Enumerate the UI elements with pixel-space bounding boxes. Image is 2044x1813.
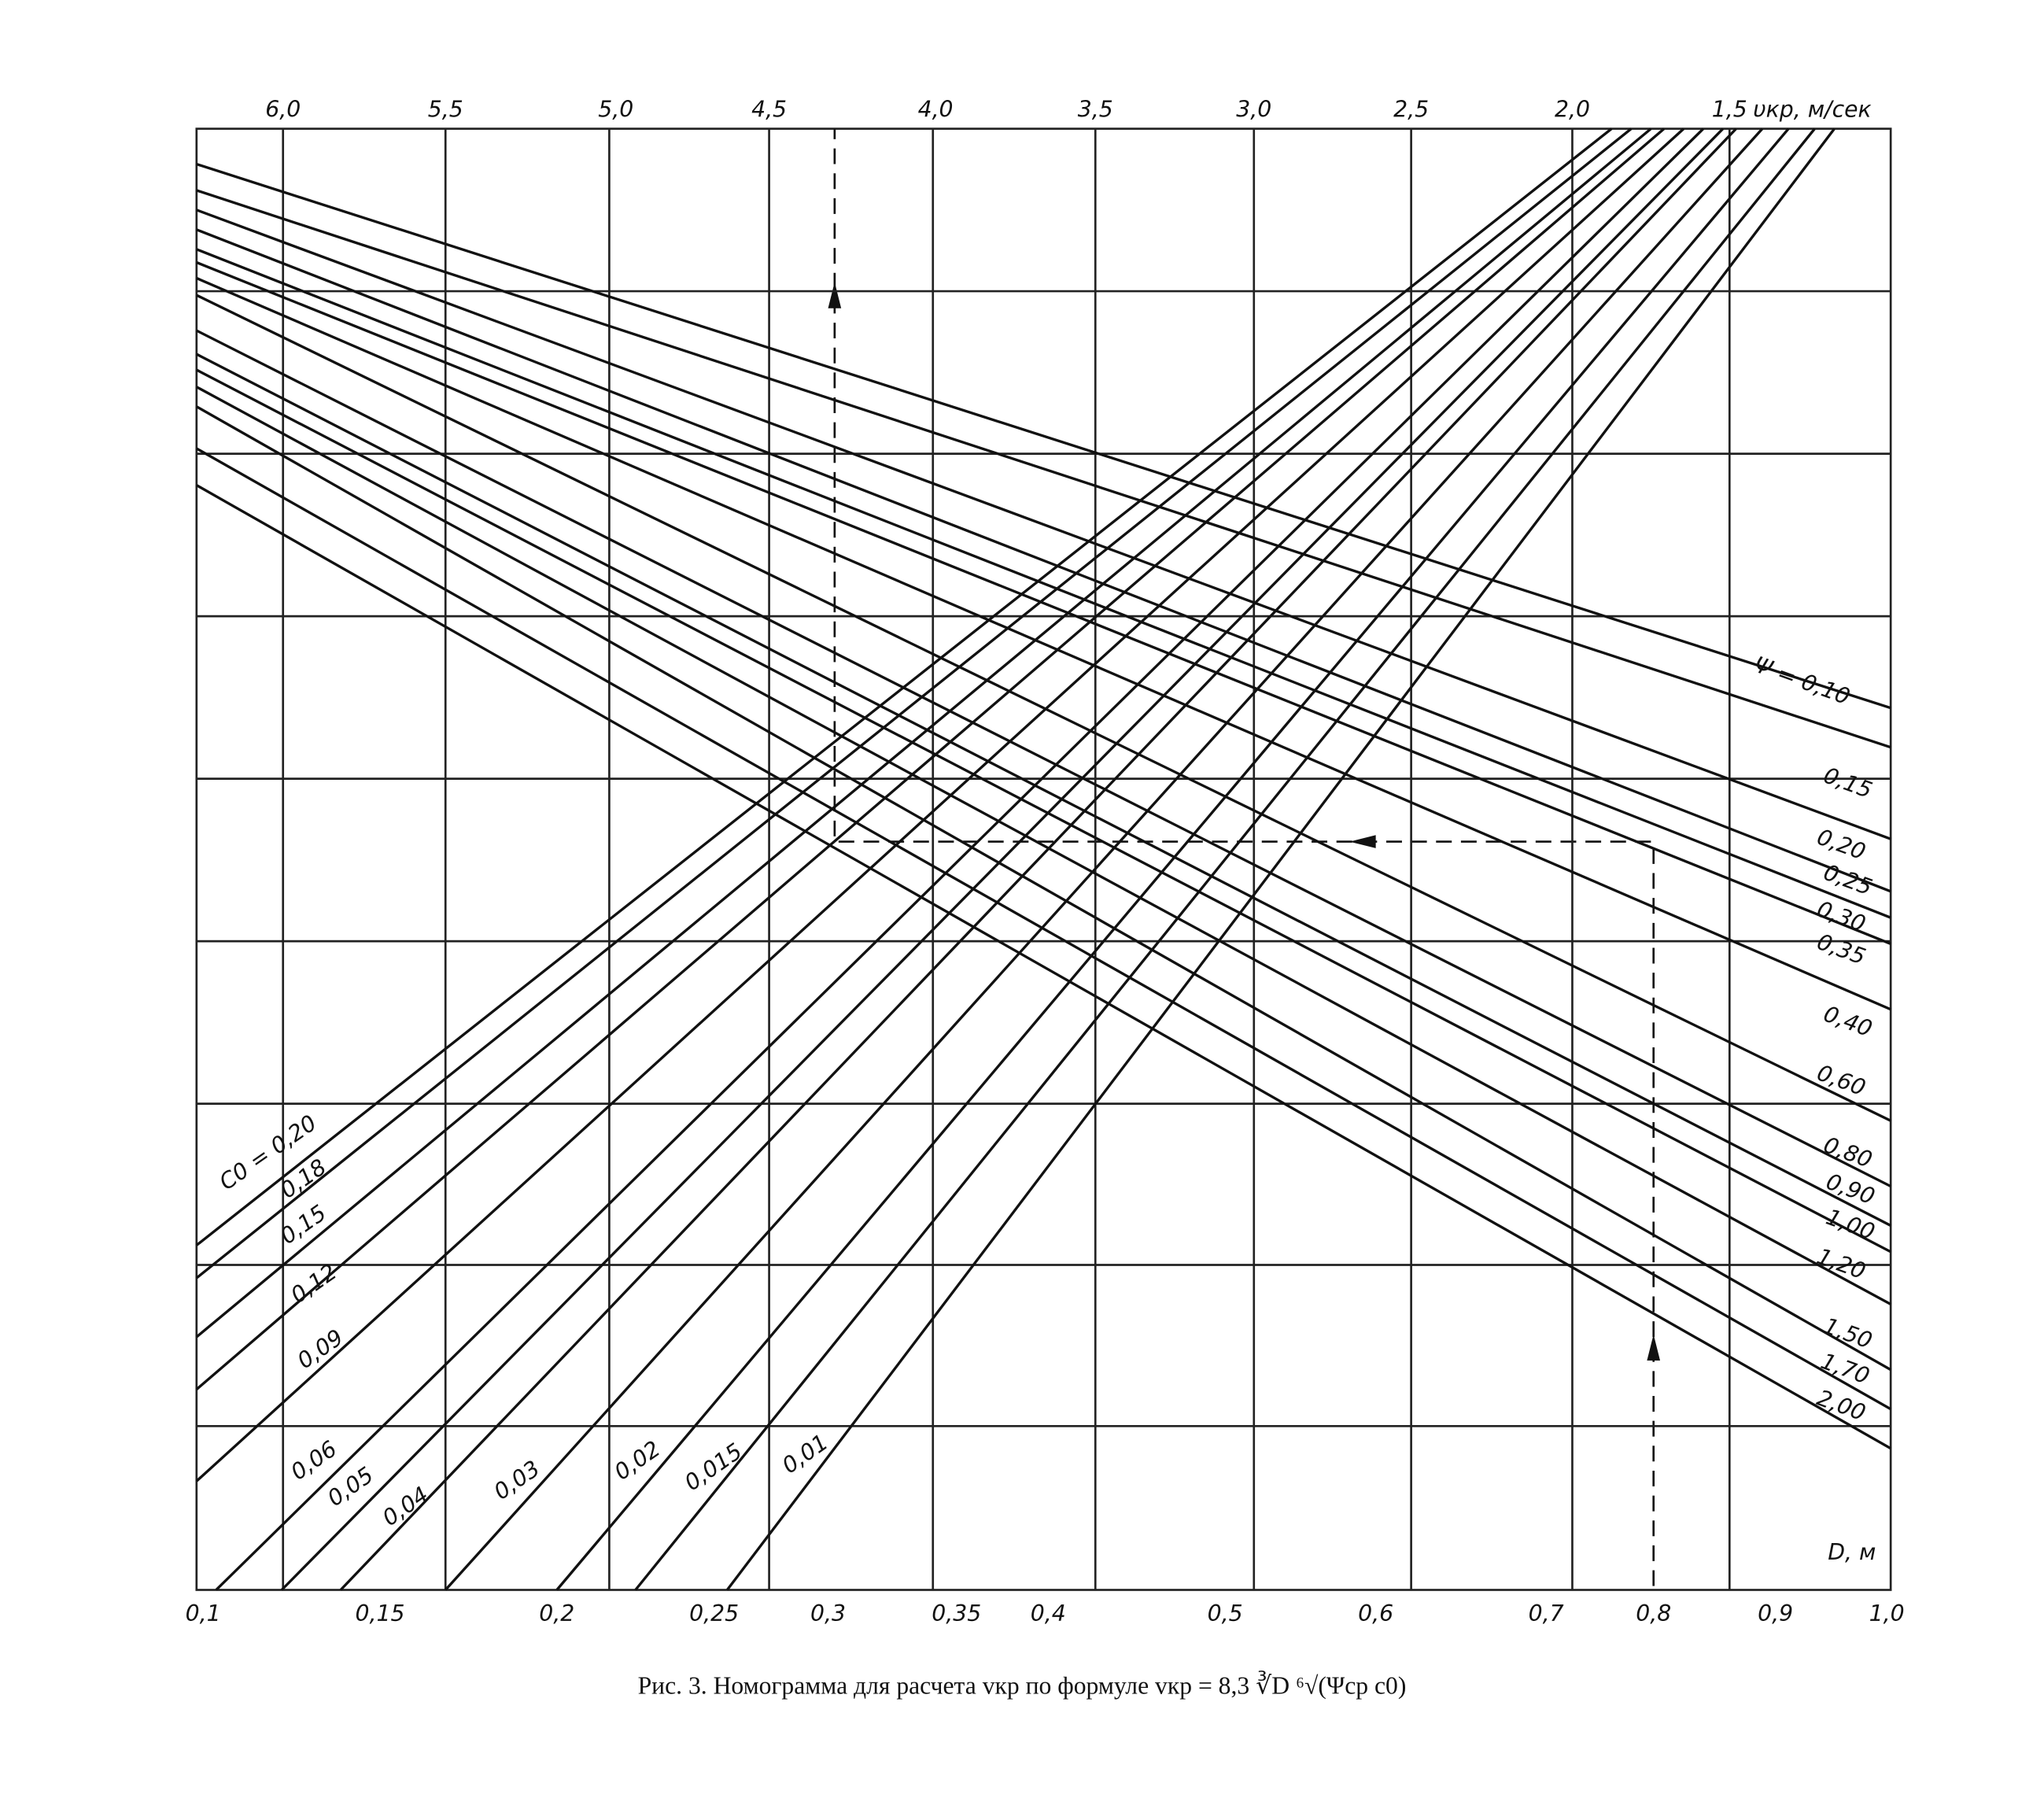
c0-label: 0,05 — [323, 1462, 378, 1512]
psi-label: 0,40 — [1820, 1001, 1876, 1043]
bottom-tick-label: 1,0 — [1869, 1601, 1905, 1627]
top-tick-label: 3,5 — [1078, 96, 1113, 122]
c0-line — [555, 127, 1790, 1591]
c0-label: 0,02 — [610, 1435, 666, 1485]
c0-line — [444, 127, 1764, 1591]
bottom-tick-label: 0,8 — [1636, 1601, 1671, 1627]
c0-label: 0,03 — [489, 1455, 545, 1505]
psi-line — [196, 276, 1891, 1011]
psi-line — [196, 329, 1891, 1188]
psi-line — [196, 260, 1891, 946]
psi-line — [196, 386, 1891, 1305]
c0-line — [339, 127, 1737, 1591]
d-axis-title: D, м — [1828, 1539, 1876, 1565]
v-axis-title: υкр, м/сек — [1753, 96, 1871, 122]
c0-label: 0,015 — [680, 1438, 747, 1497]
c0-line — [195, 127, 1666, 1390]
top-tick-label: 2,5 — [1393, 96, 1429, 122]
bottom-tick-label: 0,15 — [355, 1601, 404, 1627]
bottom-tick-label: 0,9 — [1758, 1601, 1793, 1627]
c0-label: 0,06 — [286, 1435, 342, 1485]
bottom-tick-label: 0,2 — [539, 1601, 574, 1627]
psi-label: 1,00 — [1823, 1204, 1879, 1246]
psi-line — [195, 484, 1891, 1450]
psi-line — [195, 447, 1891, 1411]
psi-label: 0,80 — [1820, 1132, 1876, 1173]
bottom-tick-label: 0,35 — [932, 1601, 981, 1627]
psi-label: 0,20 — [1813, 824, 1869, 866]
psi-line — [196, 162, 1891, 710]
c0-line — [215, 127, 1705, 1591]
psi-line — [196, 368, 1891, 1254]
c0-label: 0,01 — [777, 1429, 833, 1479]
psi-line — [196, 248, 1891, 919]
top-tick-label: 2,0 — [1555, 96, 1590, 122]
c0-label: 0,12 — [286, 1259, 342, 1309]
top-tick-label: 3,0 — [1236, 96, 1271, 122]
bottom-tick-label: 0,1 — [186, 1601, 221, 1627]
top-tick-label: 5,0 — [598, 96, 633, 122]
bottom-tick-label: 0,7 — [1529, 1601, 1564, 1627]
psi-line — [196, 294, 1891, 1122]
c0-line — [280, 127, 1725, 1591]
psi-label: 1,50 — [1820, 1313, 1876, 1354]
arrows — [828, 282, 1661, 1361]
psi-line — [196, 353, 1891, 1228]
top-tick-label: 1,5 — [1712, 96, 1747, 122]
psi-label: 0,15 — [1820, 762, 1876, 804]
example-path — [833, 128, 1655, 1586]
c0-line — [634, 127, 1816, 1591]
c0-line — [195, 127, 1652, 1339]
top-tick-label: 5,5 — [428, 96, 463, 122]
c0-label: 0,09 — [293, 1324, 349, 1374]
frame — [195, 127, 1892, 1591]
bottom-tick-label: 0,6 — [1358, 1601, 1393, 1627]
top-tick-label: 4,0 — [918, 96, 954, 122]
caption: Рис. 3. Номограмма для расчета vкр по фо… — [638, 1671, 1407, 1700]
bottom-tick-label: 0,25 — [689, 1601, 739, 1627]
psi-label: Ψ = 0,10 — [1751, 652, 1854, 710]
bottom-tick-label: 0,4 — [1031, 1601, 1066, 1627]
psi-label: 0,60 — [1813, 1060, 1869, 1102]
top-tick-label: 4,5 — [751, 96, 787, 122]
psi-line — [196, 228, 1891, 893]
c0-line — [195, 127, 1613, 1246]
psi-line — [196, 209, 1891, 840]
c0-line — [195, 127, 1633, 1279]
c0-line — [195, 127, 1685, 1483]
top-tick-label: 6,0 — [265, 96, 301, 122]
psi-line — [195, 405, 1891, 1372]
bottom-tick-label: 0,3 — [810, 1601, 846, 1627]
c0-line — [725, 127, 1836, 1591]
psi-line — [196, 189, 1891, 749]
bottom-tick-label: 0,5 — [1208, 1601, 1243, 1627]
